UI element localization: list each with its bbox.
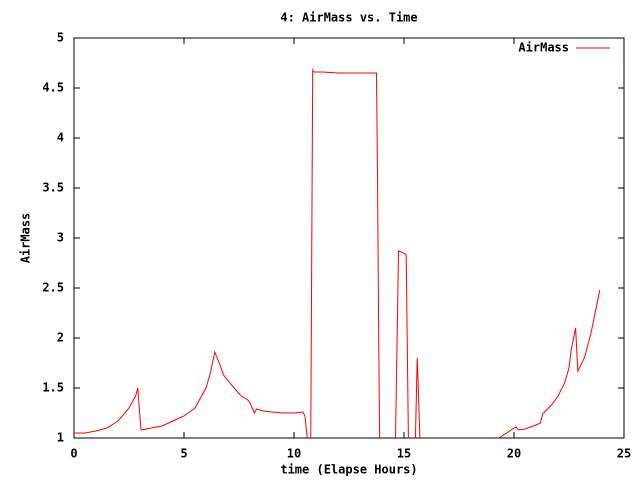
y-tick-label: 2 [57,331,64,345]
x-tick-label: 15 [397,447,411,461]
y-tick-label: 1.5 [42,381,64,395]
legend-label: AirMass [518,41,569,55]
y-tick-label: 2.5 [42,281,64,295]
x-tick-label: 10 [287,447,301,461]
x-axis-label: time (Elapse Hours) [280,463,417,477]
y-tick-label: 3 [57,231,64,245]
y-axis-label: AirMass [19,213,33,264]
y-tick-label: 3.5 [42,181,64,195]
x-tick-label: 20 [507,447,521,461]
y-tick-label: 5 [57,31,64,45]
data-line [74,68,601,438]
x-tick-label: 25 [617,447,631,461]
x-tick-label: 5 [180,447,187,461]
y-tick-label: 4.5 [42,81,64,95]
plot-border [73,37,625,439]
x-tick-label: 0 [70,447,77,461]
y-tick-label: 1 [57,431,64,445]
y-tick-label: 4 [57,131,64,145]
chart-title: 4: AirMass vs. Time [280,11,417,25]
